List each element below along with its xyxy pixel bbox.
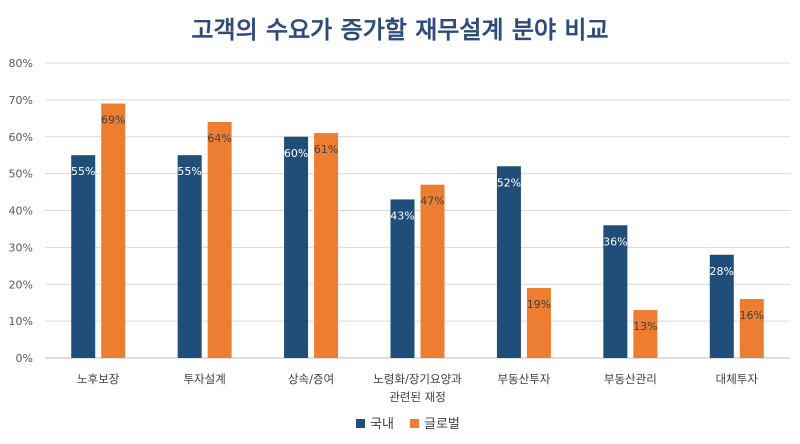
data-label: 47% [420, 195, 444, 208]
y-tick-label: 0% [16, 352, 33, 365]
legend: 국내 글로벌 [356, 417, 460, 432]
category-label: 투자설계 [183, 372, 225, 386]
bar-global [739, 299, 764, 358]
data-label: 69% [101, 114, 125, 127]
data-label: 64% [207, 132, 231, 145]
bar-domestic [390, 199, 415, 358]
y-tick-label: 70% [9, 94, 33, 107]
data-label: 19% [527, 298, 551, 311]
bar-global [526, 287, 551, 358]
data-label: 36% [603, 235, 627, 248]
bar-domestic [709, 254, 734, 358]
y-tick-label: 10% [9, 315, 33, 328]
bars: 55% 69% 55% 64% 60% 61% 43% 47% 52% 19% 36% 13% 28% 1… [71, 103, 764, 358]
y-axis: 0% 10% 20% 30% 40% 50% 60% 70% 80% [9, 57, 33, 365]
category-label: 상속/증여 [288, 372, 334, 386]
data-label: 55% [177, 165, 201, 178]
category-label: 대체투자 [716, 372, 759, 386]
y-tick-label: 20% [9, 278, 33, 291]
legend-swatch [410, 419, 419, 428]
bar-global [314, 133, 339, 358]
y-tick-label: 30% [9, 241, 33, 254]
bar-global [101, 103, 126, 358]
y-tick-label: 60% [9, 131, 33, 144]
legend-label: 국내 [370, 417, 394, 432]
data-label: 16% [740, 309, 764, 322]
category-label: 부동산관리 [604, 372, 657, 386]
data-label: 13% [633, 320, 657, 333]
data-label: 28% [710, 265, 734, 278]
bar-global [420, 184, 445, 358]
legend-label: 글로벌 [424, 417, 460, 432]
y-tick-label: 80% [9, 57, 33, 70]
y-tick-label: 50% [9, 168, 33, 181]
data-label: 61% [314, 143, 338, 156]
category-label: 부동산투자 [497, 372, 550, 386]
legend-swatch [356, 419, 365, 428]
bar-global [207, 122, 232, 358]
category-label: 노후보장 [77, 372, 120, 386]
data-label: 55% [71, 165, 95, 178]
data-label: 60% [284, 147, 308, 160]
data-label: 52% [497, 176, 521, 189]
bar-domestic [603, 225, 628, 358]
bar-global [633, 310, 658, 358]
bar-domestic [177, 155, 202, 358]
y-tick-label: 40% [9, 205, 33, 218]
bar-domestic [71, 155, 96, 358]
category-label: 관련된 재정 [389, 390, 446, 404]
category-label: 노령화/장기요양과 [373, 372, 462, 386]
bar-domestic [284, 136, 309, 358]
chart-title: 고객의 수요가 증가할 재무설계 분야 비교 [191, 16, 608, 44]
gridlines [45, 62, 790, 359]
data-label: 43% [390, 209, 414, 222]
bar-domestic [496, 166, 521, 358]
